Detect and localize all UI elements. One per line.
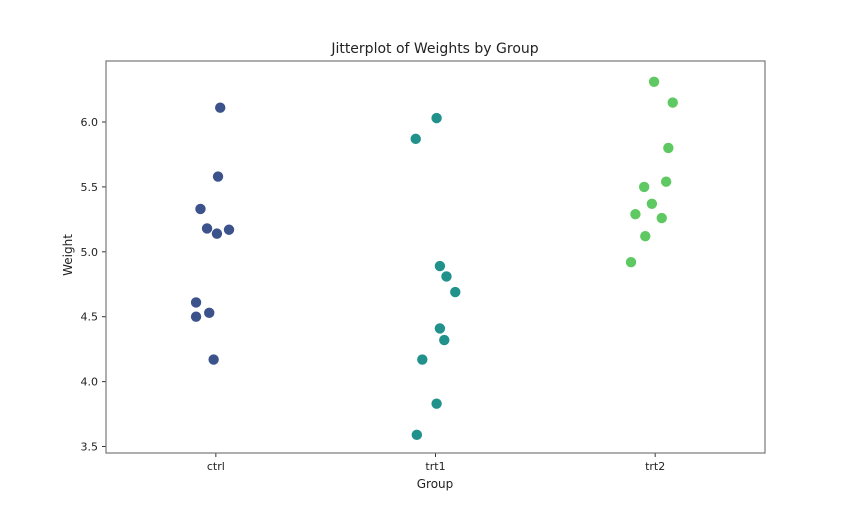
data-point-ctrl [223, 224, 235, 235]
data-point-trt2 [663, 142, 674, 154]
x-tick-label: trt2 [645, 460, 665, 473]
data-point-trt1 [417, 354, 428, 365]
data-point-ctrl [201, 223, 213, 234]
data-point-trt1 [439, 334, 450, 346]
data-point-trt1 [450, 286, 461, 298]
data-point-ctrl [211, 228, 223, 239]
data-point-trt1 [431, 398, 442, 409]
y-tick-label: 5.0 [81, 246, 99, 259]
data-point-ctrl [215, 102, 226, 113]
data-point-ctrl [208, 354, 219, 365]
x-tick-label: ctrl [207, 460, 225, 473]
data-point-ctrl [190, 311, 202, 322]
y-tick-label: 4.0 [81, 376, 99, 389]
data-point-ctrl [212, 171, 224, 182]
y-tick-label: 6.0 [81, 116, 99, 129]
y-axis-label: Weight [61, 234, 75, 276]
data-point-trt1 [434, 260, 446, 272]
data-point-trt1 [411, 429, 423, 441]
data-point-trt2 [667, 97, 678, 108]
x-tick-label: trt1 [425, 460, 445, 473]
data-point-ctrl [195, 203, 206, 215]
data-point-trt2 [630, 208, 641, 220]
data-point-trt1 [434, 323, 446, 334]
data-point-trt1 [431, 112, 442, 124]
data-point-trt2 [625, 256, 637, 268]
data-point-trt2 [648, 76, 660, 87]
plot-area-frame [105, 60, 766, 454]
data-point-trt2 [660, 176, 672, 187]
data-point-ctrl [204, 307, 215, 319]
data-point-trt2 [638, 181, 650, 193]
chart-title: Jitterplot of Weights by Group [330, 41, 538, 57]
data-point-trt2 [646, 198, 658, 209]
data-point-trt2 [640, 231, 651, 242]
data-point-ctrl [190, 297, 202, 308]
data-point-trt1 [441, 271, 452, 282]
y-tick-label: 3.5 [81, 441, 99, 454]
y-tick-label: 4.5 [81, 311, 99, 324]
y-tick-label: 5.5 [81, 181, 99, 194]
x-axis-label: Group [417, 477, 454, 491]
data-point-trt2 [656, 212, 667, 224]
data-point-trt1 [410, 133, 421, 145]
